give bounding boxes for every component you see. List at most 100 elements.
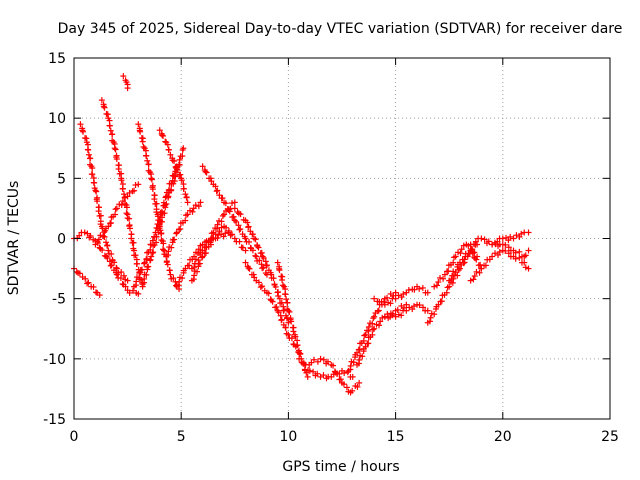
data-point	[184, 199, 191, 206]
track-point	[95, 236, 102, 243]
track-point	[235, 222, 242, 229]
data-point	[424, 307, 431, 314]
track-point	[149, 186, 156, 193]
track-point	[151, 196, 158, 203]
data-point	[381, 301, 388, 308]
track-point	[100, 103, 107, 110]
track-point	[376, 322, 383, 329]
track-point	[194, 268, 201, 275]
track-point	[288, 318, 295, 325]
track-point	[340, 381, 347, 388]
track-point	[143, 152, 150, 159]
track-point	[229, 200, 236, 207]
track-point	[183, 194, 190, 201]
data-point	[392, 313, 399, 320]
track-point	[141, 260, 148, 267]
y-tick-labels: -15 -10 -5 0 5 10 15	[43, 51, 66, 428]
track-point	[337, 376, 344, 383]
track-point	[85, 279, 92, 286]
track-point	[140, 143, 147, 150]
data-point	[441, 271, 448, 278]
data-point	[124, 85, 131, 92]
track-point	[100, 232, 107, 239]
track-point	[214, 187, 221, 194]
data-point	[124, 193, 131, 200]
track-point	[438, 298, 445, 305]
data-point	[231, 205, 238, 212]
track-point	[153, 239, 160, 246]
track-point	[369, 331, 376, 338]
track-point	[177, 225, 184, 232]
track-point	[80, 128, 87, 135]
track-point	[409, 306, 416, 313]
track-point	[507, 233, 514, 240]
track-point	[155, 229, 162, 236]
data-point	[304, 373, 311, 380]
track-point	[118, 202, 125, 209]
data-point	[141, 259, 148, 266]
track-point	[370, 315, 377, 322]
data-point	[525, 265, 532, 272]
data-point	[148, 253, 155, 260]
track-point	[400, 291, 407, 298]
track-point	[108, 250, 115, 257]
data-point	[96, 292, 103, 299]
track-point	[443, 289, 450, 296]
track-point	[522, 264, 529, 271]
track-point	[252, 236, 259, 243]
track-point	[202, 244, 209, 251]
track-point	[259, 283, 266, 290]
track-point	[516, 248, 523, 255]
track-point	[189, 208, 196, 215]
track-point	[191, 260, 198, 267]
data-point	[371, 325, 378, 332]
track-point	[133, 278, 140, 285]
data-point	[199, 163, 206, 170]
y-axis-label: SDTVAR / TECUs	[6, 181, 22, 296]
track-point	[461, 256, 468, 263]
track-point	[215, 232, 222, 239]
track-point	[449, 272, 456, 279]
track-point	[162, 138, 169, 145]
track-point	[262, 258, 269, 265]
track-point	[143, 255, 150, 262]
track-point	[477, 261, 484, 268]
track-point	[195, 203, 202, 210]
track-point	[458, 246, 465, 253]
track-point	[491, 250, 498, 257]
track-point	[216, 192, 223, 199]
track-point	[256, 257, 263, 264]
track-point	[330, 362, 337, 369]
track-point	[496, 248, 503, 255]
track-point	[233, 218, 240, 225]
data-point	[182, 265, 189, 272]
track-point	[76, 270, 83, 277]
track-point	[471, 273, 478, 280]
track-point	[260, 264, 267, 271]
data-point	[197, 199, 204, 206]
track-point	[93, 188, 100, 195]
track-point	[90, 283, 97, 290]
track-point	[219, 195, 226, 202]
track-point	[148, 176, 155, 183]
data-point	[98, 97, 105, 104]
track-point	[202, 168, 209, 175]
data-point	[349, 373, 356, 380]
grid	[74, 58, 610, 419]
track-point	[118, 269, 125, 276]
track-point	[395, 292, 402, 299]
data-point	[165, 193, 172, 200]
data-point	[274, 259, 281, 266]
track-point	[419, 284, 426, 291]
track-point	[290, 328, 297, 335]
track-point	[416, 302, 423, 309]
data-point	[231, 199, 238, 206]
track-point	[350, 359, 357, 366]
track-point	[448, 276, 455, 283]
track-point	[178, 177, 185, 184]
track-point	[219, 212, 226, 219]
track-point	[115, 166, 122, 173]
track-point	[279, 282, 286, 289]
track-point	[375, 307, 382, 314]
track-point	[258, 249, 265, 256]
